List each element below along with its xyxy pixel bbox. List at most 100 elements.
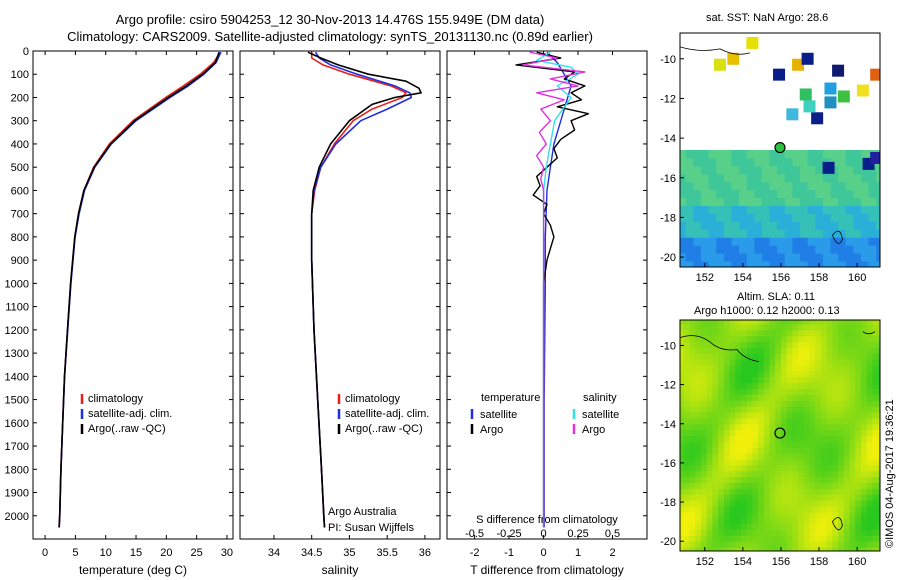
legend-label: Argo(..raw -QC)	[345, 423, 423, 435]
sla-cell	[689, 423, 696, 431]
sla-cell	[838, 376, 845, 384]
sla-cell	[735, 347, 742, 354]
sla-cell	[832, 458, 839, 466]
sla-cell	[860, 335, 868, 343]
sst-cell	[807, 261, 816, 267]
sla-cell	[769, 341, 776, 348]
sla-cell	[860, 547, 868, 551]
sst-cell	[784, 165, 793, 175]
sla-cell	[832, 335, 839, 343]
sla-cell	[723, 511, 731, 519]
sla-cell	[826, 429, 833, 436]
sla-cell	[683, 511, 691, 519]
sla-cell	[758, 453, 765, 460]
sla-cell	[758, 335, 765, 343]
argo-position-marker	[774, 427, 786, 439]
sst-cell	[731, 157, 740, 167]
sst-cell	[800, 197, 809, 207]
sla-cell	[849, 441, 856, 448]
sla-cell	[832, 394, 839, 401]
sla-cell	[798, 464, 805, 472]
sla-cell	[838, 400, 845, 407]
sla-cell	[780, 400, 788, 407]
sla-cell	[849, 376, 856, 384]
sla-cell	[680, 535, 685, 542]
sst-cell	[838, 173, 847, 183]
sst-cell	[746, 261, 755, 267]
sla-cell	[735, 376, 742, 384]
sla-cell	[843, 376, 851, 384]
sst-cell	[761, 189, 771, 199]
sla-cell	[866, 329, 873, 337]
sla-cell	[820, 453, 828, 460]
sla-cell	[752, 394, 759, 401]
sla-cell	[680, 458, 685, 466]
sla-cell	[695, 458, 702, 466]
sla-cell	[855, 382, 862, 390]
sla-cell	[855, 464, 862, 472]
sla-cell	[855, 429, 862, 436]
sst-cell	[761, 165, 771, 175]
sla-cell	[843, 335, 851, 343]
sla-cell	[700, 494, 708, 501]
sla-cell	[798, 541, 805, 548]
sla-cell	[832, 500, 839, 507]
sla-cell	[798, 458, 805, 466]
sla-cell	[775, 329, 782, 337]
sla-cell	[780, 347, 788, 354]
sla-map-subtitle: Argo h1000: 0.12 h2000: 0.13	[694, 305, 840, 317]
sla-cell	[695, 412, 702, 419]
sla-cell	[740, 529, 748, 536]
sst-cell	[761, 261, 771, 267]
sla-cell	[798, 359, 805, 366]
sla-cell	[826, 388, 833, 395]
sla-cell	[815, 535, 822, 542]
sst-cell	[708, 245, 717, 254]
sst-point	[856, 84, 869, 97]
sla-cell	[849, 323, 856, 331]
sla-cell	[718, 488, 725, 495]
sla-cell	[683, 482, 691, 489]
sla-cell	[689, 365, 696, 372]
sla-cell	[792, 441, 799, 448]
sla-cell	[680, 500, 685, 507]
sla-cell	[740, 335, 748, 343]
sla-cell	[809, 423, 816, 431]
sla-cell	[740, 482, 748, 489]
sla-cell	[729, 511, 736, 519]
sla-cell	[786, 482, 793, 489]
sst-cell	[754, 205, 763, 214]
sla-cell	[838, 382, 845, 390]
sst-cell	[853, 197, 862, 207]
sst-cell	[716, 221, 725, 230]
sst-cell	[739, 173, 748, 183]
sla-cell	[843, 523, 851, 530]
sla-cell	[758, 376, 765, 384]
sla-cell	[809, 388, 816, 395]
sla-cell	[723, 476, 731, 483]
sla-cell	[855, 511, 862, 519]
sla-cell	[872, 547, 879, 551]
sla-cell	[820, 500, 828, 507]
sla-cell	[695, 523, 702, 530]
sst-cell	[716, 150, 725, 159]
sst-cell	[723, 221, 732, 230]
sst-cell	[716, 205, 725, 214]
sla-cell	[700, 458, 708, 466]
sla-cell	[809, 347, 816, 354]
sst-cell	[769, 205, 778, 214]
sla-cell	[855, 458, 862, 466]
sla-cell	[832, 406, 839, 413]
sla-cell	[769, 453, 776, 460]
depth-tick-label: 1700	[5, 441, 29, 453]
sst-cell	[838, 245, 847, 254]
sla-cell	[826, 417, 833, 425]
sst-cell	[868, 181, 877, 191]
sla-cell	[763, 523, 771, 530]
sla-cell	[786, 320, 793, 325]
sst-cell	[830, 229, 839, 238]
sla-cell	[878, 376, 880, 384]
sst-cell	[792, 165, 801, 175]
sla-cell	[700, 406, 708, 413]
sla-cell	[826, 517, 833, 525]
